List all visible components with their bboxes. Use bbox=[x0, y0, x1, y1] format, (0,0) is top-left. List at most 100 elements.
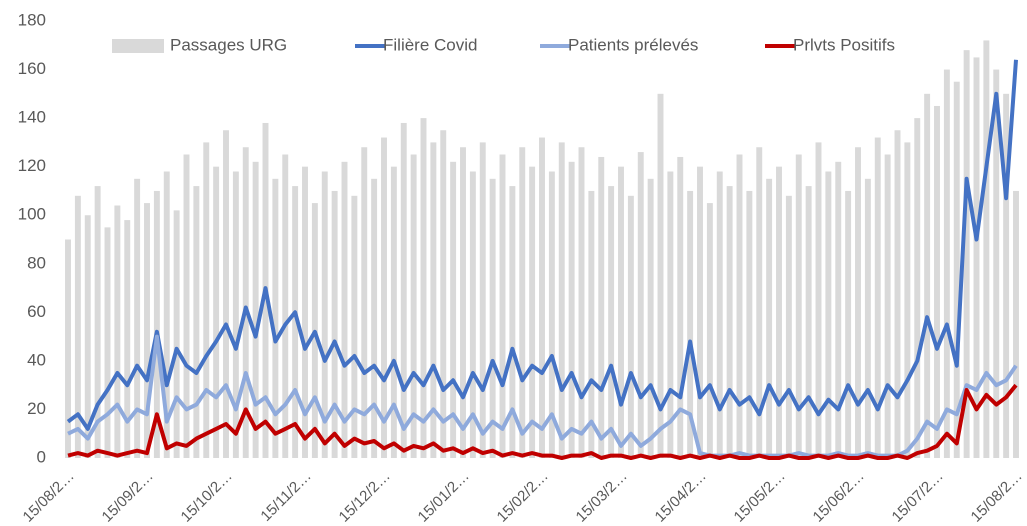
bar bbox=[825, 171, 832, 458]
bar bbox=[657, 93, 664, 458]
bar bbox=[351, 195, 358, 459]
bar bbox=[1003, 93, 1010, 458]
bar bbox=[479, 142, 486, 458]
x-tick-label: 15/04/2… bbox=[652, 468, 710, 526]
y-tick-label: 60 bbox=[27, 302, 46, 321]
line bbox=[67, 383, 1018, 460]
bar bbox=[667, 171, 674, 458]
y-tick-label: 160 bbox=[18, 59, 46, 78]
bar bbox=[489, 178, 496, 459]
bar bbox=[430, 142, 437, 458]
bar bbox=[1013, 190, 1019, 458]
bar bbox=[983, 40, 990, 459]
bar bbox=[677, 156, 684, 458]
x-tick-label: 15/12/2… bbox=[336, 468, 394, 526]
y-tick-label: 140 bbox=[18, 108, 46, 127]
bar bbox=[400, 122, 407, 458]
bar bbox=[963, 50, 970, 459]
bar bbox=[973, 57, 980, 459]
bar bbox=[845, 190, 852, 458]
x-tick-label: 15/03/2… bbox=[573, 468, 631, 526]
bar bbox=[440, 130, 447, 458]
bar bbox=[627, 195, 634, 459]
bar bbox=[726, 186, 733, 459]
bar bbox=[282, 154, 289, 458]
bar bbox=[242, 147, 249, 458]
bar bbox=[223, 130, 229, 458]
x-tick-label: 15/07/2… bbox=[889, 468, 947, 526]
bar bbox=[134, 178, 141, 459]
bar bbox=[706, 203, 713, 458]
y-tick-label: 180 bbox=[18, 10, 46, 29]
bar bbox=[588, 190, 595, 458]
bar bbox=[697, 166, 703, 458]
bar bbox=[539, 137, 545, 459]
bar bbox=[74, 195, 81, 459]
bar bbox=[914, 118, 921, 458]
legend-label: Patients prélevés bbox=[568, 35, 698, 54]
bar bbox=[203, 142, 210, 458]
x-tick-label: 15/02/2… bbox=[494, 468, 552, 526]
bar bbox=[608, 186, 615, 459]
bar bbox=[252, 161, 259, 459]
bar bbox=[144, 203, 150, 458]
y-tick-label: 0 bbox=[37, 447, 46, 466]
bar bbox=[924, 93, 931, 458]
bar bbox=[776, 166, 782, 458]
bar bbox=[183, 154, 190, 458]
bar bbox=[410, 154, 417, 458]
bar bbox=[884, 154, 891, 458]
y-tick-label: 20 bbox=[27, 399, 46, 418]
bar bbox=[321, 171, 328, 458]
bar bbox=[953, 81, 960, 458]
bar bbox=[232, 171, 239, 458]
bar bbox=[647, 178, 654, 459]
bar bbox=[864, 178, 871, 459]
bar bbox=[361, 147, 368, 458]
bar bbox=[568, 161, 575, 459]
bar bbox=[943, 69, 950, 459]
y-tick-label: 120 bbox=[18, 156, 46, 175]
bar bbox=[292, 186, 299, 459]
legend-swatch bbox=[112, 39, 164, 53]
bar bbox=[558, 142, 565, 458]
bar bbox=[529, 166, 536, 458]
bar bbox=[124, 220, 131, 458]
bar bbox=[469, 171, 476, 458]
x-tick-label: 15/05/2… bbox=[731, 468, 789, 526]
y-tick-label: 40 bbox=[27, 350, 46, 369]
legend-label: Filière Covid bbox=[383, 35, 477, 54]
bar bbox=[84, 215, 91, 458]
bar bbox=[420, 118, 427, 458]
legend-label: Prlvts Positifs bbox=[793, 35, 895, 54]
line bbox=[66, 59, 1018, 431]
bar bbox=[509, 186, 516, 459]
bar bbox=[213, 166, 220, 458]
bar bbox=[993, 69, 1000, 459]
bar bbox=[371, 178, 378, 459]
bar bbox=[805, 186, 812, 459]
bar bbox=[548, 171, 555, 458]
bar bbox=[756, 147, 763, 458]
bar bbox=[331, 190, 338, 458]
bar bbox=[460, 147, 466, 458]
bar bbox=[795, 154, 802, 458]
bar bbox=[894, 130, 901, 458]
bar bbox=[65, 239, 71, 458]
bar bbox=[153, 190, 160, 458]
bar bbox=[855, 147, 861, 458]
x-tick-label: 15/11/2… bbox=[257, 468, 314, 525]
bar bbox=[450, 161, 457, 459]
x-tick-label: 15/08/2… bbox=[20, 468, 78, 526]
bar bbox=[114, 205, 121, 458]
legend-label: Passages URG bbox=[170, 35, 287, 54]
bar bbox=[815, 142, 822, 458]
bar bbox=[874, 137, 881, 459]
bar bbox=[578, 147, 585, 458]
bar bbox=[519, 147, 526, 458]
y-tick-label: 100 bbox=[18, 205, 46, 224]
bar bbox=[381, 137, 387, 459]
x-tick-label: 15/06/2… bbox=[810, 468, 868, 526]
bar bbox=[104, 227, 111, 458]
